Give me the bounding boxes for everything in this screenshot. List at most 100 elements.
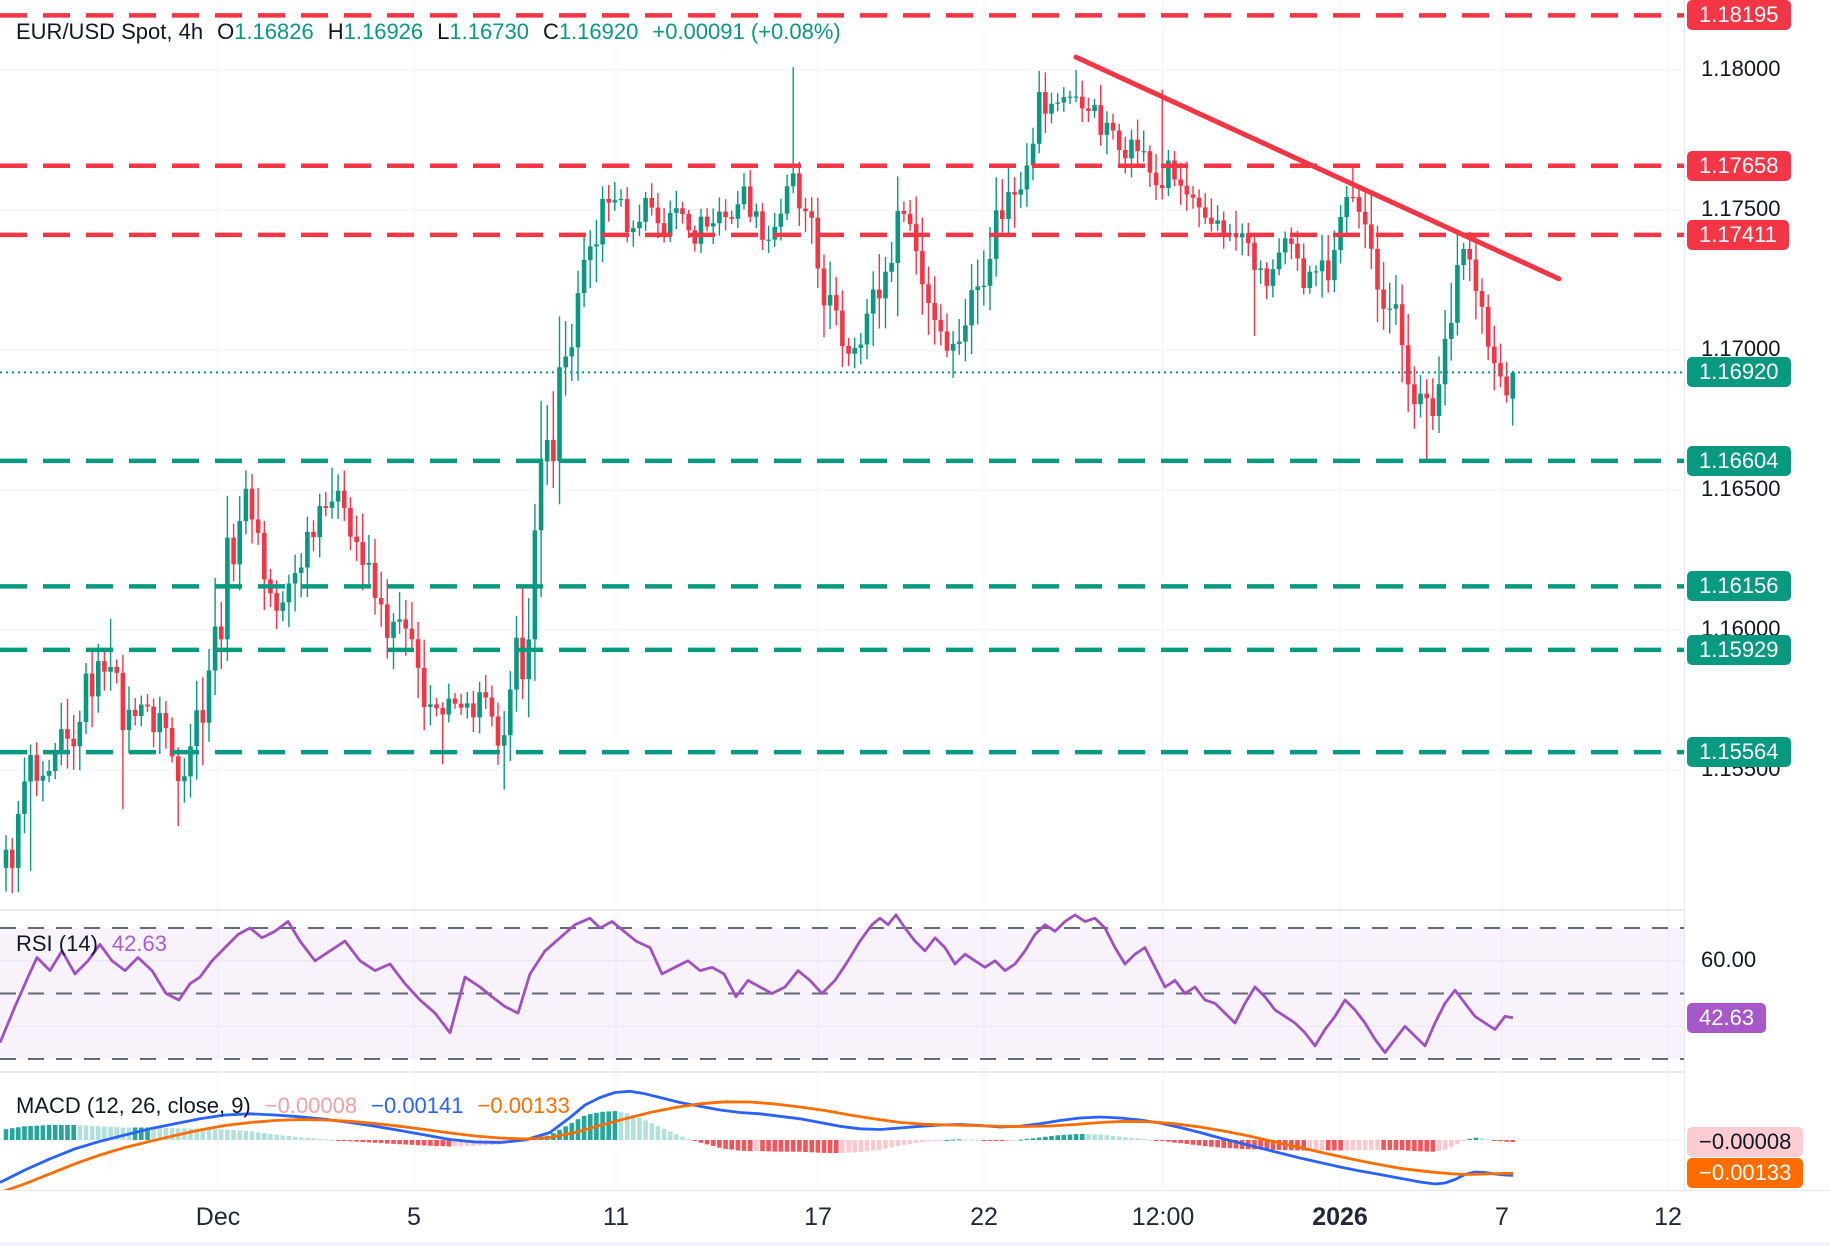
price-chart-canvas[interactable] bbox=[0, 0, 1684, 1190]
candle-body bbox=[969, 290, 974, 326]
candle-body bbox=[618, 199, 624, 201]
macd-histogram-bar bbox=[372, 1140, 378, 1143]
candle-body bbox=[1479, 291, 1485, 307]
macd-histogram-bar bbox=[901, 1140, 907, 1145]
macd-histogram-bar bbox=[686, 1138, 691, 1140]
macd-histogram-bar bbox=[1369, 1140, 1374, 1150]
candle-body bbox=[569, 347, 575, 357]
candle-wick bbox=[1001, 179, 1003, 233]
macd-histogram-bar bbox=[194, 1128, 199, 1140]
candle-body bbox=[1307, 271, 1313, 288]
candle-body bbox=[157, 713, 162, 733]
macd-histogram-bar bbox=[1116, 1136, 1122, 1140]
macd-histogram-bar bbox=[108, 1126, 113, 1140]
main-legend[interactable]: EUR/USD Spot, 4h O 1.16826 H 1.16926 L 1.16… bbox=[16, 18, 841, 46]
candle-wick bbox=[1395, 275, 1397, 325]
candle-body bbox=[182, 776, 187, 782]
macd-histogram-bar bbox=[120, 1127, 126, 1140]
macd-histogram-bar bbox=[938, 1140, 944, 1141]
macd-signal-value: −0.00133 bbox=[477, 1093, 570, 1118]
macd-histogram-bar bbox=[65, 1125, 70, 1140]
candle-body bbox=[1492, 346, 1497, 364]
macd-histogram-bar bbox=[772, 1140, 778, 1152]
macd-histogram-bar bbox=[1000, 1140, 1005, 1141]
macd-histogram-bar bbox=[1381, 1140, 1386, 1150]
macd-histogram-bar bbox=[1153, 1140, 1159, 1141]
macd-histogram-bar bbox=[735, 1140, 741, 1151]
macd-histogram-bar bbox=[1024, 1138, 1030, 1140]
candle-body bbox=[803, 208, 808, 212]
macd-histogram-bar bbox=[3, 1129, 9, 1140]
candle-body bbox=[1135, 139, 1140, 152]
candle-body bbox=[1270, 269, 1276, 286]
candle-body bbox=[1030, 143, 1036, 166]
price-axis[interactable]: 1.18000 1.17500 1.17000 1.16500 1.16000 1.155… bbox=[1684, 0, 1830, 1190]
support-price-badge: 1.15929 bbox=[1687, 634, 1791, 665]
macd-histogram-bar bbox=[987, 1140, 993, 1141]
candle-body bbox=[335, 490, 341, 502]
macd-histogram-bar bbox=[1147, 1139, 1153, 1141]
candle-body bbox=[22, 781, 27, 814]
macd-histogram-bar bbox=[464, 1140, 470, 1147]
candle-body bbox=[600, 199, 605, 245]
candle-body bbox=[434, 704, 439, 709]
candle-body bbox=[1350, 197, 1356, 199]
candle-body bbox=[206, 670, 212, 723]
support-price-badge: 1.16156 bbox=[1687, 571, 1791, 602]
candle-body bbox=[643, 198, 648, 222]
rsi-legend[interactable]: RSI (14) 42.63 bbox=[16, 930, 167, 958]
candle-body bbox=[551, 439, 556, 461]
macd-histogram-bar bbox=[317, 1138, 322, 1140]
candle-body bbox=[698, 216, 704, 244]
candle-body bbox=[957, 341, 962, 344]
macd-histogram-bar bbox=[1313, 1140, 1319, 1151]
candle-body bbox=[65, 729, 70, 739]
time-axis[interactable]: Dec 5 11 17 22 12:00 2026 7 12 bbox=[0, 1190, 1830, 1243]
macd-histogram-bar bbox=[1467, 1138, 1472, 1140]
candle-body bbox=[526, 639, 532, 680]
macd-histogram-bar bbox=[403, 1140, 408, 1145]
candle-body bbox=[114, 667, 119, 673]
macd-histogram-bar bbox=[237, 1130, 242, 1140]
candle-wick bbox=[1259, 260, 1262, 284]
candle-wick bbox=[632, 220, 634, 247]
candle-wick bbox=[1426, 379, 1428, 461]
macd-histogram-bar bbox=[114, 1127, 119, 1140]
candle-body bbox=[397, 619, 402, 622]
macd-histogram-bar bbox=[889, 1140, 894, 1148]
macd-histogram-bar bbox=[1233, 1140, 1239, 1149]
candle-body bbox=[1239, 233, 1245, 238]
candle-body bbox=[944, 331, 950, 351]
candle-body bbox=[52, 752, 58, 771]
candle-body bbox=[827, 295, 833, 306]
candle-body bbox=[717, 211, 722, 224]
candle-body bbox=[218, 626, 224, 640]
candle-body bbox=[1412, 384, 1417, 405]
macd-histogram-bar bbox=[1018, 1139, 1024, 1141]
trendline[interactable] bbox=[1073, 54, 1562, 282]
price-change: +0.00091 (+0.08%) bbox=[652, 19, 841, 44]
candle-body bbox=[883, 271, 888, 299]
macd-histogram-bar bbox=[1098, 1134, 1103, 1140]
macd-histogram-bar bbox=[102, 1126, 107, 1140]
time-axis-label: 7 bbox=[1495, 1203, 1509, 1231]
candle-body bbox=[1276, 252, 1282, 270]
macd-histogram-bar bbox=[674, 1134, 679, 1140]
macd-histogram-bar bbox=[385, 1140, 390, 1144]
candle-body bbox=[495, 716, 501, 746]
macd-legend[interactable]: MACD (12, 26, close, 9) −0.00008 −0.0014… bbox=[16, 1092, 570, 1120]
candle-body bbox=[1473, 259, 1479, 292]
macd-histogram-bar bbox=[526, 1140, 532, 1141]
candle-body bbox=[348, 507, 353, 537]
macd-histogram-bar bbox=[200, 1128, 206, 1140]
candle-wick bbox=[595, 219, 598, 283]
macd-histogram-bar bbox=[790, 1140, 796, 1152]
candle-body bbox=[514, 637, 519, 690]
candle-wick bbox=[1315, 265, 1317, 287]
macd-histogram-bar bbox=[704, 1140, 710, 1145]
candle-body bbox=[852, 347, 857, 354]
candle-body bbox=[1442, 338, 1448, 385]
macd-histogram-bar bbox=[1473, 1137, 1479, 1140]
macd-histogram-bar bbox=[717, 1140, 722, 1148]
macd-histogram-bar bbox=[1276, 1140, 1282, 1150]
